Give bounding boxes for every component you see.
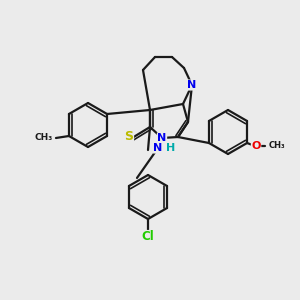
Text: N: N	[188, 80, 196, 90]
Text: CH₃: CH₃	[35, 133, 53, 142]
Text: S: S	[124, 130, 134, 142]
Text: N: N	[153, 143, 163, 153]
Text: N: N	[158, 133, 166, 143]
Text: Cl: Cl	[142, 230, 154, 244]
Text: O: O	[251, 141, 261, 151]
Text: H: H	[166, 143, 175, 153]
Text: CH₃: CH₃	[269, 142, 286, 151]
